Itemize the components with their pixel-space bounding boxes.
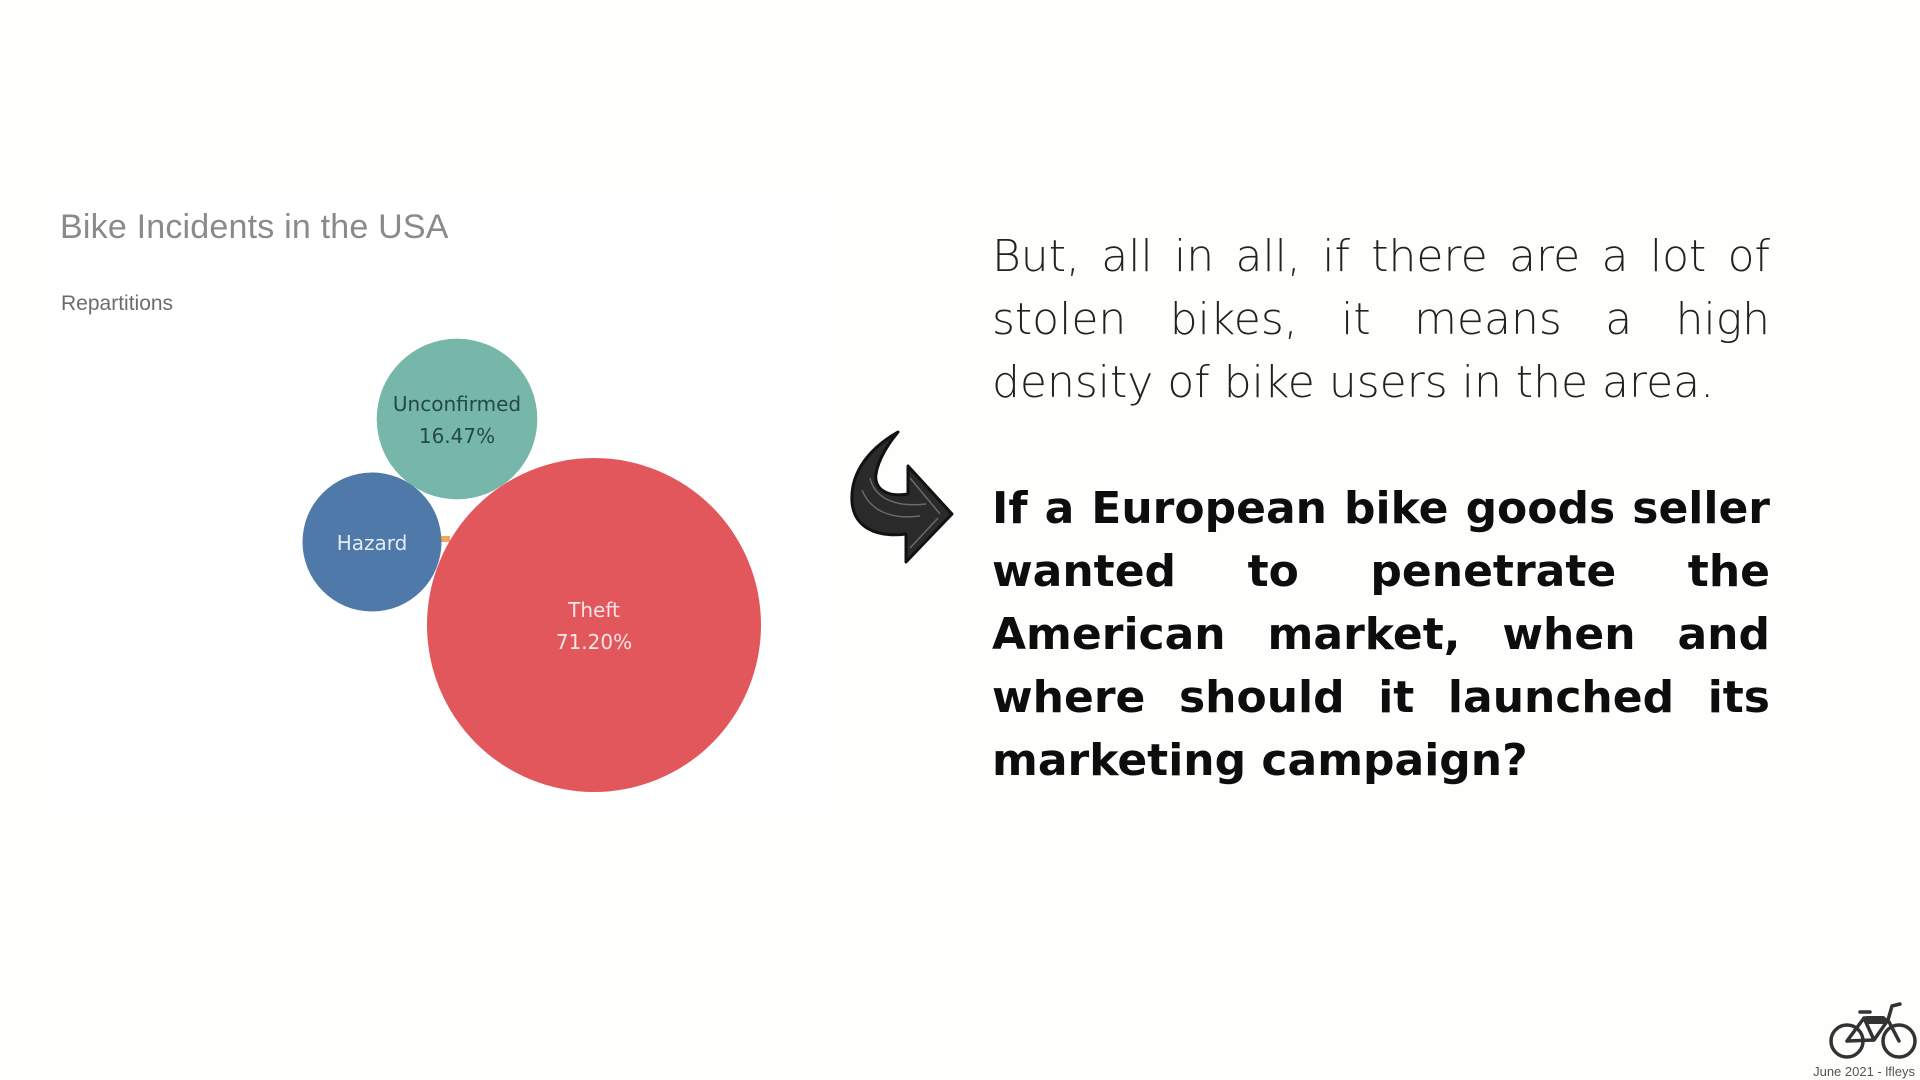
bubble-value-theft: 71.20% (556, 630, 632, 654)
question-paragraph: If a European bike goods seller wanted t… (992, 483, 1770, 786)
footer-credit: June 2021 - lfleys (1813, 1064, 1915, 1079)
bubble-label-theft: Theft (567, 598, 620, 622)
bubble-hazard (302, 472, 442, 612)
bicycle-icon (1826, 998, 1920, 1063)
bubble-label-unconfirmed: Unconfirmed (393, 392, 521, 416)
bubble-chart: Theft 71.20% Unconfirmed 16.47% Hazard (302, 338, 761, 792)
bubble-unconfirmed (376, 338, 538, 500)
intro-paragraph: But, all in all, if there are a lot of s… (992, 231, 1770, 408)
curved-arrow-right-icon (840, 430, 960, 570)
bubble-theft (427, 458, 761, 792)
chart-title: Bike Incidents in the USA (60, 208, 449, 246)
chart-subtitle: Repartitions (61, 292, 174, 315)
bubble-connector (441, 536, 450, 542)
bubble-label-hazard: Hazard (337, 531, 408, 555)
bubble-value-unconfirmed: 16.47% (419, 424, 495, 448)
